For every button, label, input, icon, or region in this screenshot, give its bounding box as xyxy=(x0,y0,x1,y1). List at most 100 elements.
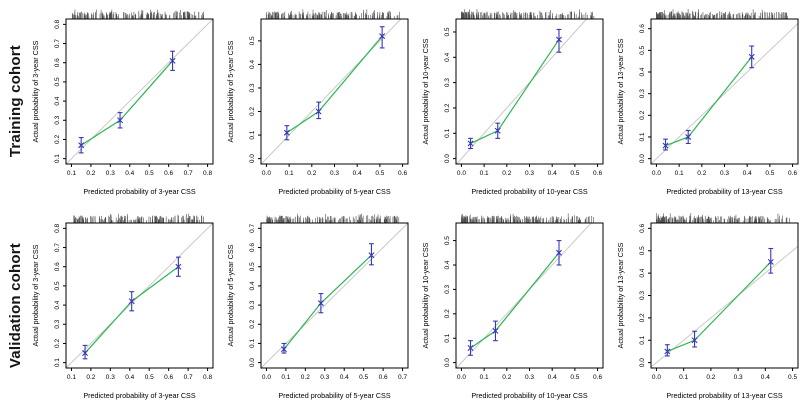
svg-text:0.1: 0.1 xyxy=(479,374,488,381)
svg-text:0.6: 0.6 xyxy=(165,170,174,177)
svg-text:0.3: 0.3 xyxy=(525,170,534,177)
svg-text:0.5: 0.5 xyxy=(570,170,579,177)
plot-cell-training-5yr: 0.0 0.1 0.2 0.3 0.4 0.5 0.6 0.0 0.1 0.2 0.3 0.4 0.5 P… xyxy=(223,5,418,198)
svg-text:0.0: 0.0 xyxy=(457,170,466,177)
y-axis-title: Actual probability of 13-year CSS xyxy=(616,38,625,144)
svg-text:0.6: 0.6 xyxy=(54,57,61,66)
error-bars xyxy=(662,44,755,151)
svg-text:0.1: 0.1 xyxy=(444,333,451,342)
svg-text:0.3: 0.3 xyxy=(444,284,451,293)
error-bars xyxy=(283,25,386,140)
svg-text:0.3: 0.3 xyxy=(444,77,451,86)
x-axis-title: Predicted probability of 3-year CSS xyxy=(84,187,196,196)
plot-box xyxy=(260,222,409,368)
svg-text:0.5: 0.5 xyxy=(639,45,646,54)
svg-text:0.1: 0.1 xyxy=(479,170,488,177)
x-axis-title: Predicted probability of 5-year CSS xyxy=(278,391,390,400)
rug-marks xyxy=(655,212,790,223)
svg-text:0.1: 0.1 xyxy=(249,130,256,139)
svg-text:0.7: 0.7 xyxy=(54,38,61,47)
svg-text:0.4: 0.4 xyxy=(639,67,646,76)
error-bars xyxy=(281,242,375,354)
svg-text:0.5: 0.5 xyxy=(765,170,774,177)
svg-text:0.2: 0.2 xyxy=(54,338,61,347)
svg-text:0.1: 0.1 xyxy=(281,374,290,381)
error-bars xyxy=(467,239,562,356)
svg-text:0.4: 0.4 xyxy=(444,52,451,61)
plot-svg-training-10yr: 0.0 0.1 0.2 0.3 0.4 0.5 0.6 0.0 0.1 0.2 0.3 0.4 0.5 P… xyxy=(419,5,610,198)
plot-cell-validation-5yr: 0.0 0.1 0.2 0.3 0.4 0.5 0.6 0.7 0.0 0.1 0.2 0.3 0.4 0… xyxy=(223,209,418,402)
y-axis-ticks: 0.1 0.2 0.3 0.4 0.5 0.6 0.7 0.8 xyxy=(54,19,67,163)
svg-text:0.4: 0.4 xyxy=(340,374,349,381)
svg-text:0.0: 0.0 xyxy=(444,357,451,366)
svg-text:0.1: 0.1 xyxy=(679,374,688,381)
validation-cohort-row: Validation cohort 0.1 0.2 0.3 0.4 0.5 0.6 0.7 0… xyxy=(2,206,807,405)
svg-text:0.8: 0.8 xyxy=(54,223,61,232)
plot-svg-validation-10yr: 0.0 0.1 0.2 0.3 0.4 0.5 0.6 0.0 0.1 0.2 0.3 0.4 0.5 P… xyxy=(419,209,610,402)
svg-text:0.3: 0.3 xyxy=(525,374,534,381)
row-label-validation-text: Validation cohort xyxy=(6,242,24,369)
svg-text:0.5: 0.5 xyxy=(375,170,384,177)
svg-text:0.3: 0.3 xyxy=(54,115,61,124)
x-axis-ticks: 0.0 0.1 0.2 0.3 0.4 0.5 0.6 0.7 xyxy=(262,367,408,381)
svg-text:0.4: 0.4 xyxy=(54,96,61,105)
plot-svg-training-3yr: 0.1 0.2 0.3 0.4 0.5 0.6 0.7 0.80.10.20.30.40.50… xyxy=(30,5,221,198)
error-bars xyxy=(467,28,562,149)
plot-cell-training-13yr: 0.0 0.1 0.2 0.3 0.4 0.5 0.6 0.0 0.1 0.2 0.3 0.4 0.5 0… xyxy=(612,5,807,198)
y-axis-ticks: 0.1 0.2 0.3 0.4 0.5 0.6 0.7 0.8 xyxy=(54,223,67,367)
svg-text:0.2: 0.2 xyxy=(444,103,451,112)
svg-text:0.4: 0.4 xyxy=(126,170,135,177)
svg-text:0.5: 0.5 xyxy=(145,170,154,177)
svg-text:0.5: 0.5 xyxy=(54,281,61,290)
svg-text:0.8: 0.8 xyxy=(203,170,212,177)
plot-cell-validation-13yr: 0.0 0.1 0.2 0.3 0.4 0.5 0.0 0.1 0.2 0.3 0.4 0.5 0.6 P… xyxy=(612,209,807,402)
svg-text:0.7: 0.7 xyxy=(184,170,193,177)
plot-svg-training-5yr: 0.0 0.1 0.2 0.3 0.4 0.5 0.6 0.0 0.1 0.2 0.3 0.4 0.5 P… xyxy=(225,5,416,198)
y-axis-title: Actual probability of 10-year CSS xyxy=(421,242,430,348)
x-axis-ticks: 0.0 0.1 0.2 0.3 0.4 0.5 0.6 xyxy=(652,163,797,177)
svg-text:0.6: 0.6 xyxy=(639,23,646,32)
svg-text:0.4: 0.4 xyxy=(444,260,451,269)
plot-cell-validation-10yr: 0.0 0.1 0.2 0.3 0.4 0.5 0.6 0.0 0.1 0.2 0.3 0.4 0.5 P… xyxy=(418,209,613,402)
svg-text:0.0: 0.0 xyxy=(652,374,661,381)
svg-text:0.1: 0.1 xyxy=(54,153,61,162)
svg-text:0.8: 0.8 xyxy=(203,374,212,381)
svg-text:0.1: 0.1 xyxy=(639,335,646,344)
plot-box xyxy=(65,18,214,164)
rug-marks xyxy=(461,212,594,223)
plot-cell-training-3yr: 0.1 0.2 0.3 0.4 0.5 0.6 0.7 0.8 0.1 0.2 0.3 0.4 0.5 0… xyxy=(28,5,223,198)
x-axis-title: Predicted probability of 5-year CSS xyxy=(278,187,390,196)
ideal-line xyxy=(650,245,798,367)
plot-background xyxy=(419,5,610,198)
y-axis-ticks: 0.0 0.1 0.2 0.3 0.4 0.5 xyxy=(444,27,456,163)
svg-text:0.0: 0.0 xyxy=(652,170,661,177)
plot-cell-training-10yr: 0.0 0.1 0.2 0.3 0.4 0.5 0.6 0.0 0.1 0.2 0.3 0.4 0.5 P… xyxy=(418,5,613,198)
svg-text:0.3: 0.3 xyxy=(106,170,115,177)
svg-text:0.2: 0.2 xyxy=(639,312,646,321)
row-label-validation: Validation cohort xyxy=(2,206,28,405)
svg-text:0.5: 0.5 xyxy=(249,261,256,270)
svg-text:0.3: 0.3 xyxy=(249,83,256,92)
svg-text:0.7: 0.7 xyxy=(184,374,193,381)
x-axis-ticks: 0.0 0.1 0.2 0.3 0.4 0.5 0.6 xyxy=(262,163,408,177)
svg-text:0.3: 0.3 xyxy=(720,170,729,177)
svg-text:0.3: 0.3 xyxy=(733,374,742,381)
svg-text:0.0: 0.0 xyxy=(249,357,256,366)
svg-text:0.1: 0.1 xyxy=(444,128,451,137)
svg-text:0.2: 0.2 xyxy=(502,374,511,381)
plot-background xyxy=(614,5,805,198)
svg-text:0.6: 0.6 xyxy=(593,374,602,381)
svg-text:0.2: 0.2 xyxy=(249,319,256,328)
svg-text:0.2: 0.2 xyxy=(301,374,310,381)
x-axis-ticks: 0.1 0.2 0.3 0.4 0.5 0.6 0.7 0.8 xyxy=(67,163,213,177)
y-axis-title: Actual probability of 10-year CSS xyxy=(421,38,430,144)
svg-text:0.7: 0.7 xyxy=(249,223,256,232)
plot-background xyxy=(614,209,805,402)
svg-text:0.4: 0.4 xyxy=(639,268,646,277)
svg-text:0.2: 0.2 xyxy=(54,134,61,143)
y-axis-ticks: 0.0 0.1 0.2 0.3 0.4 0.5 xyxy=(249,35,262,163)
plot-svg-validation-3yr: 0.1 0.2 0.3 0.4 0.5 0.6 0.7 0.80.10.20.30.40.50… xyxy=(30,209,221,402)
x-axis-title: Predicted probability of 13-year CSS xyxy=(666,187,782,196)
svg-text:0.3: 0.3 xyxy=(320,374,329,381)
svg-text:0.1: 0.1 xyxy=(285,170,294,177)
